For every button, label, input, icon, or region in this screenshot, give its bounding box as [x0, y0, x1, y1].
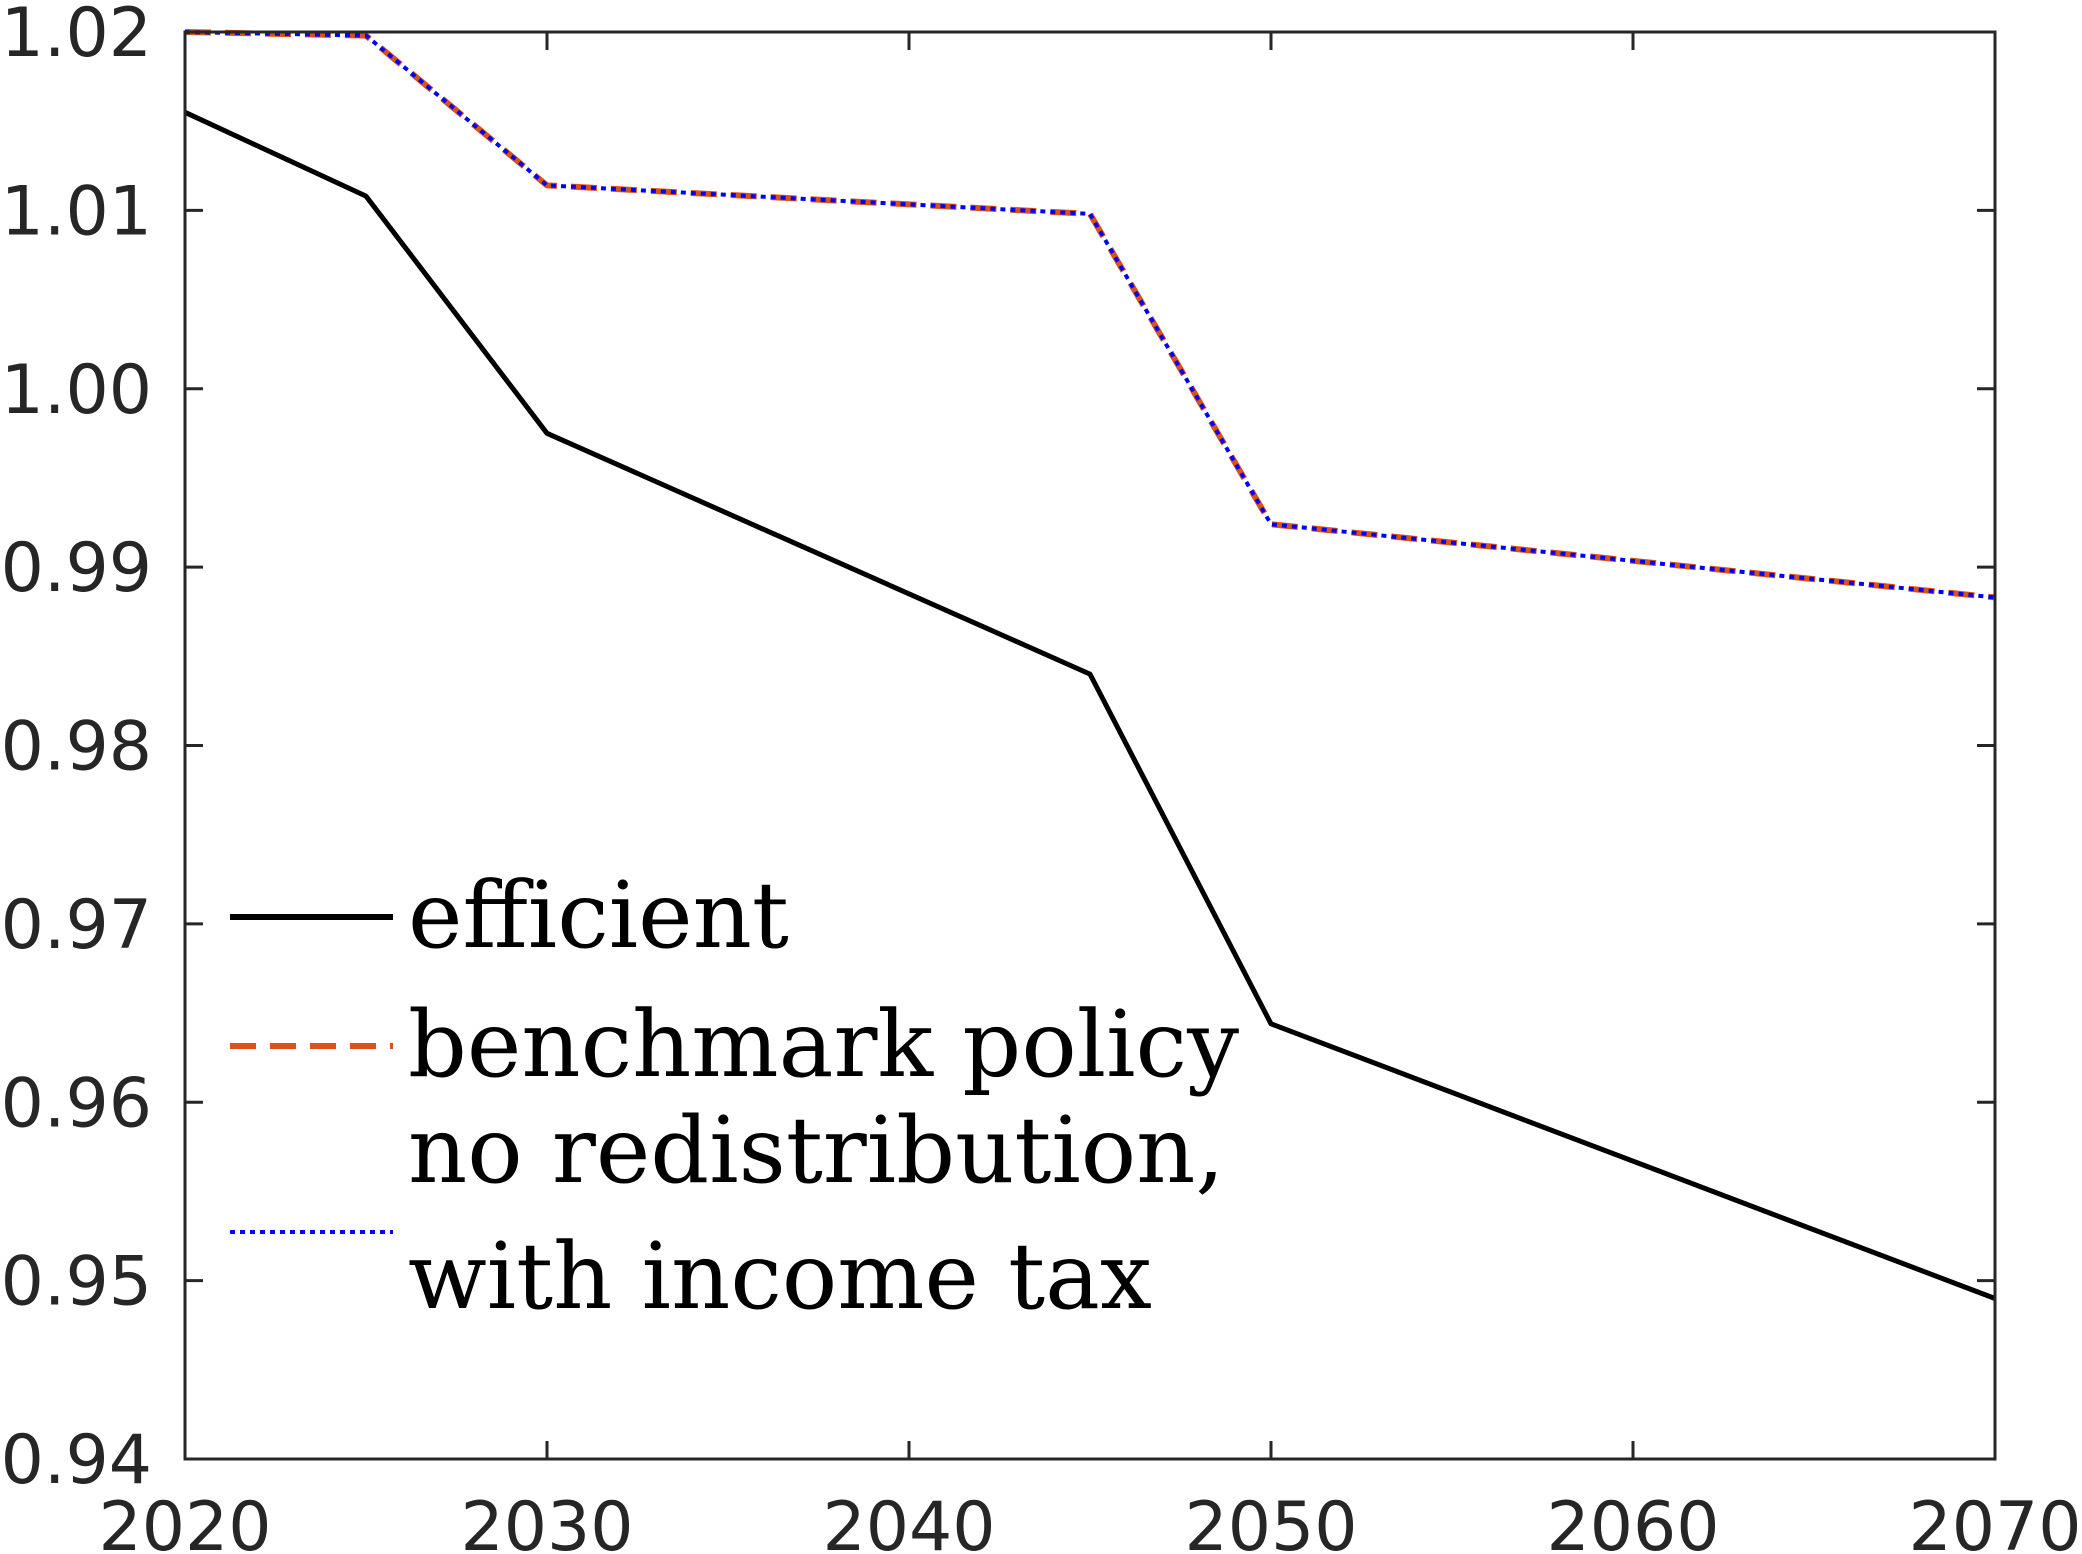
- series-line-no-redistribution-with-income-tax: [184, 30, 1996, 600]
- y-tick-label-0.97: 0.97: [1, 886, 152, 965]
- y-tick-label-0.98: 0.98: [1, 708, 152, 787]
- y-tick-label-0.95: 0.95: [1, 1243, 152, 1322]
- x-tick-label-2060: 2060: [1546, 1488, 1719, 1554]
- legend-label-no-redistribution-line2: with income tax: [408, 1223, 1152, 1330]
- x-tick-label-2050: 2050: [1184, 1488, 1357, 1554]
- legend-label-efficient: efficient: [408, 862, 789, 969]
- y-tick-label-1.00: 1.00: [1, 351, 152, 430]
- legend-label-benchmark-policy: benchmark policy: [408, 991, 1239, 1098]
- x-tick-label-2070: 2070: [1908, 1488, 2081, 1554]
- series-lines: [183, 29, 1996, 1301]
- y-tick-label-0.99: 0.99: [1, 529, 152, 608]
- x-tick-label-2020: 2020: [98, 1488, 271, 1554]
- axes-box: [183, 30, 1997, 1461]
- plot-area: [185, 32, 1995, 1459]
- legend: efficient benchmark policy no redistribu…: [230, 862, 1239, 1330]
- y-tick-label-0.94: 0.94: [1, 1421, 152, 1500]
- y-tick-label-1.01: 1.01: [1, 172, 152, 251]
- legend-label-no-redistribution-line1: no redistribution,: [408, 1097, 1225, 1204]
- y-tick-label-0.96: 0.96: [1, 1064, 152, 1143]
- x-tick-label-2040: 2040: [822, 1488, 995, 1554]
- x-tick-label-2030: 2030: [460, 1488, 633, 1554]
- y-tick-label-1.02: 1.02: [1, 0, 152, 73]
- series-line-efficient: [183, 110, 1996, 1301]
